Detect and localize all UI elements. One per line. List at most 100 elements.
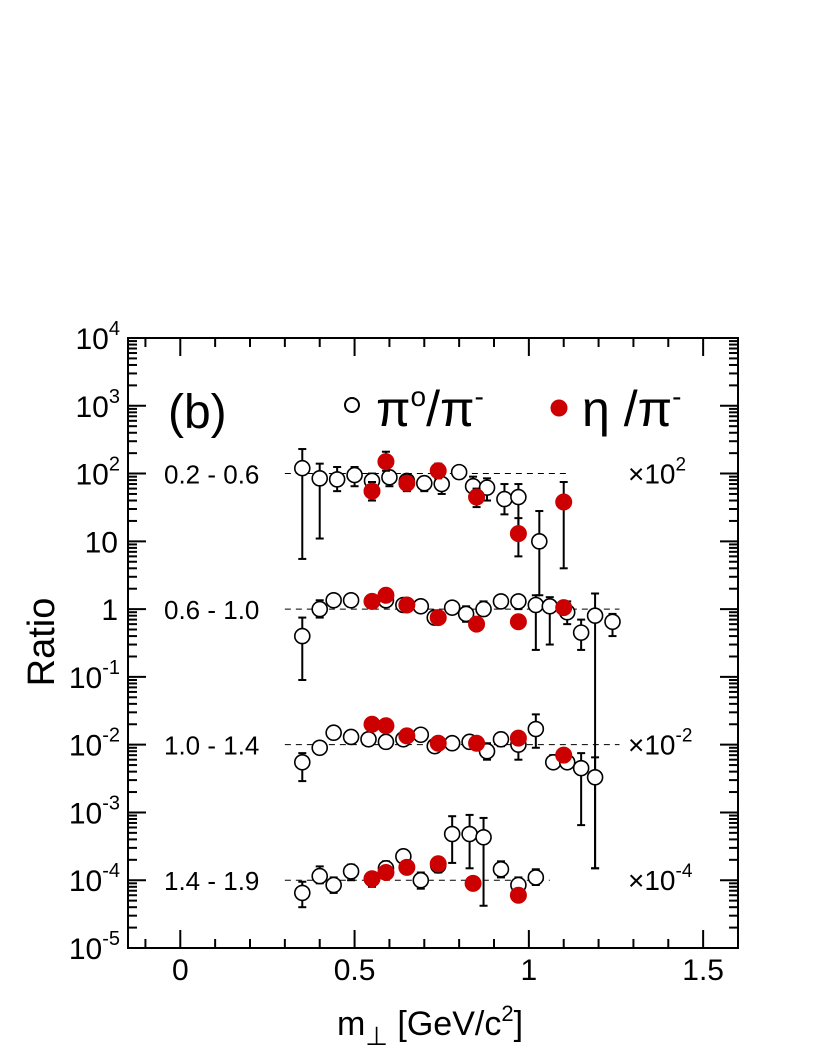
pi0-marker	[311, 470, 329, 487]
legend-label-pi0: πo/π-	[376, 381, 484, 437]
pi0-marker	[415, 474, 433, 492]
pi0-marker	[346, 466, 363, 484]
legend-label-eta: η /π-	[582, 381, 681, 437]
eta-series	[363, 586, 573, 633]
eta-marker	[555, 493, 573, 511]
pi0-series	[293, 813, 545, 909]
pi0-marker	[527, 720, 545, 738]
pi0-marker	[586, 769, 604, 786]
pi0-marker	[492, 860, 510, 878]
pi0-marker	[527, 596, 545, 614]
x-tick-label: 1	[521, 954, 538, 987]
y-tick-label: 10-5	[69, 928, 120, 966]
pi0-marker	[293, 627, 311, 645]
pi0-marker	[325, 876, 342, 894]
y-tick-label: 10-2	[69, 725, 120, 763]
y-tick-label: 10-3	[69, 792, 120, 830]
pi0-marker	[527, 869, 545, 886]
bin-scale-label: ×10-4	[628, 861, 693, 896]
bin-scale-label: ×102	[628, 455, 686, 490]
pi0-marker	[531, 533, 548, 550]
pi0-marker	[604, 613, 621, 631]
eta-marker	[363, 482, 381, 500]
eta-marker	[363, 592, 381, 610]
pi0-marker	[381, 469, 398, 486]
eta-marker	[377, 453, 395, 471]
pi0-marker	[572, 759, 590, 777]
bin-range-label: 0.2 - 0.6	[164, 460, 259, 490]
eta-marker	[377, 717, 395, 735]
eta-series	[363, 855, 527, 904]
y-axis-label: Ratio	[21, 598, 63, 687]
eta-marker	[377, 586, 395, 604]
eta-marker	[509, 613, 527, 631]
pi0-series	[293, 713, 604, 870]
bin-range-label: 1.0 - 1.4	[164, 731, 259, 761]
bin-range-label: 0.6 - 1.0	[164, 595, 259, 625]
plot-frame	[127, 337, 739, 949]
y-tick-label: 104	[76, 318, 121, 356]
pi0-marker	[342, 591, 360, 609]
pi0-marker	[311, 600, 329, 618]
y-tick-label: 10	[85, 526, 118, 559]
pi0-marker	[510, 488, 527, 506]
pi0-marker	[443, 734, 461, 752]
y-tick-label: 10-4	[69, 860, 120, 898]
pi0-marker	[457, 605, 475, 623]
x-tick-label: 0.5	[334, 954, 376, 987]
eta-series	[363, 450, 573, 570]
bin-labels: 0.2 - 0.6 ×102 0.6 - 1.0 1.0 - 1.4 ×10-2 1.4 …	[164, 455, 693, 897]
pi0-marker	[450, 463, 468, 481]
pi0-marker	[412, 726, 430, 744]
pi0-marker	[311, 867, 329, 885]
x-tick-label: 0	[172, 954, 189, 987]
pi0-marker	[311, 739, 329, 757]
pi0-marker	[360, 730, 377, 748]
pi0-series	[293, 591, 621, 870]
pi0-marker	[377, 733, 395, 751]
eta-marker	[429, 734, 447, 752]
eta-marker	[398, 596, 416, 614]
eta-marker	[468, 615, 486, 633]
pi0-marker	[461, 825, 478, 843]
eta-marker	[509, 525, 527, 543]
eta-marker	[429, 609, 447, 627]
y-tick-label: 102	[76, 454, 121, 492]
pi0-marker	[443, 599, 461, 616]
pi0-marker	[293, 884, 311, 902]
eta-marker	[398, 727, 416, 745]
legend-marker-pi0	[344, 397, 360, 413]
eta-marker	[509, 729, 527, 747]
pi0-marker	[342, 728, 360, 746]
pi0-marker	[492, 593, 510, 610]
pi0-marker	[475, 600, 492, 618]
eta-marker	[377, 863, 395, 881]
panel-label: (b)	[168, 386, 227, 439]
pi0-marker	[492, 730, 510, 748]
pi0-marker	[412, 598, 430, 615]
pi0-marker	[325, 591, 342, 609]
y-tick-label: 10-1	[69, 657, 120, 695]
eta-marker	[509, 886, 527, 904]
eta-marker	[468, 734, 486, 752]
x-axis-label: m⊥ [GeV/c2]	[337, 1001, 523, 1051]
pi0-marker	[293, 753, 311, 771]
pi0-marker	[572, 624, 590, 641]
pi0-marker	[475, 828, 492, 846]
x-axis: 0 0.5 1 1.5	[144, 338, 724, 987]
bin-scale-label: ×10-2	[628, 726, 692, 761]
legend: πo/π- η /π-	[344, 381, 681, 437]
eta-marker	[398, 474, 416, 492]
pi0-series	[293, 448, 548, 597]
eta-marker	[464, 874, 482, 892]
pi0-marker	[412, 871, 430, 889]
data-points	[293, 448, 621, 909]
pi0-marker	[510, 593, 527, 610]
pi0-marker	[328, 471, 346, 488]
pi0-marker	[586, 607, 604, 624]
eta-series	[363, 715, 573, 764]
pi0-marker	[293, 459, 311, 477]
eta-marker	[429, 855, 447, 873]
